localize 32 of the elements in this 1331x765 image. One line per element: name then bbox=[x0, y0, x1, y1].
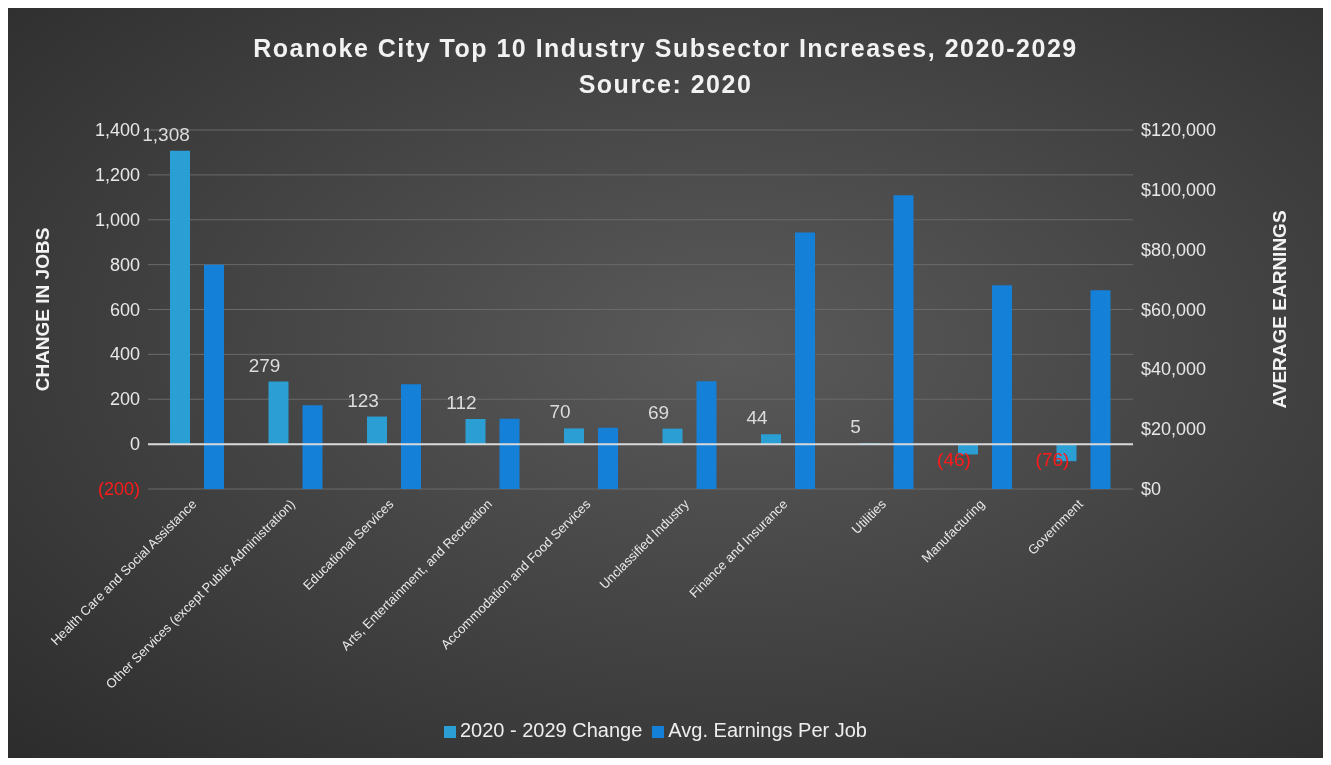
y2-tick-label: $120,000 bbox=[1141, 120, 1217, 140]
y-tick-label: 800 bbox=[109, 254, 140, 275]
data-label: 70 bbox=[549, 401, 571, 423]
y-tick-label: 0 bbox=[129, 434, 140, 455]
y2-axis-title: AVERAGE EARNINGS bbox=[1268, 210, 1290, 409]
data-label: (46) bbox=[937, 449, 971, 471]
chart-subtitle: Source: 2020 bbox=[577, 69, 754, 100]
chart-title: Roanoke City Top 10 Industry Subsector Increases, 2020-2029 bbox=[252, 33, 1079, 64]
data-label: (76) bbox=[1035, 449, 1070, 471]
data-label: 123 bbox=[347, 389, 379, 411]
data-label: 5 bbox=[850, 416, 861, 437]
y2-tick-label: $60,000 bbox=[1141, 299, 1207, 320]
y-tick-label: 600 bbox=[109, 299, 140, 320]
legend-label: 2020 - 2029 Change bbox=[459, 719, 643, 741]
y-tick-label: 1,200 bbox=[94, 164, 140, 185]
y2-tick-label: $20,000 bbox=[1141, 419, 1207, 440]
y-tick-label: 1,000 bbox=[94, 209, 140, 230]
data-label: 279 bbox=[248, 354, 281, 376]
legend-label: Avg. Earnings Per Job bbox=[668, 719, 867, 741]
y-axis-title: CHANGE IN JOBS bbox=[31, 227, 53, 392]
data-label: 44 bbox=[746, 407, 768, 429]
y-tick-label: 1,400 bbox=[94, 120, 140, 140]
data-label: 1,308 bbox=[142, 123, 190, 145]
data-label: 69 bbox=[647, 401, 670, 423]
y2-tick-label: $100,000 bbox=[1141, 179, 1217, 200]
y2-tick-label: $80,000 bbox=[1141, 239, 1207, 260]
y2-tick-label: $40,000 bbox=[1141, 359, 1207, 380]
y-tick-label: 200 bbox=[109, 389, 140, 410]
y-tick-label: 400 bbox=[109, 344, 140, 365]
y-tick-label: (200) bbox=[97, 479, 140, 499]
y2-tick-label: $0 bbox=[1141, 479, 1162, 499]
data-label: 112 bbox=[446, 391, 477, 413]
